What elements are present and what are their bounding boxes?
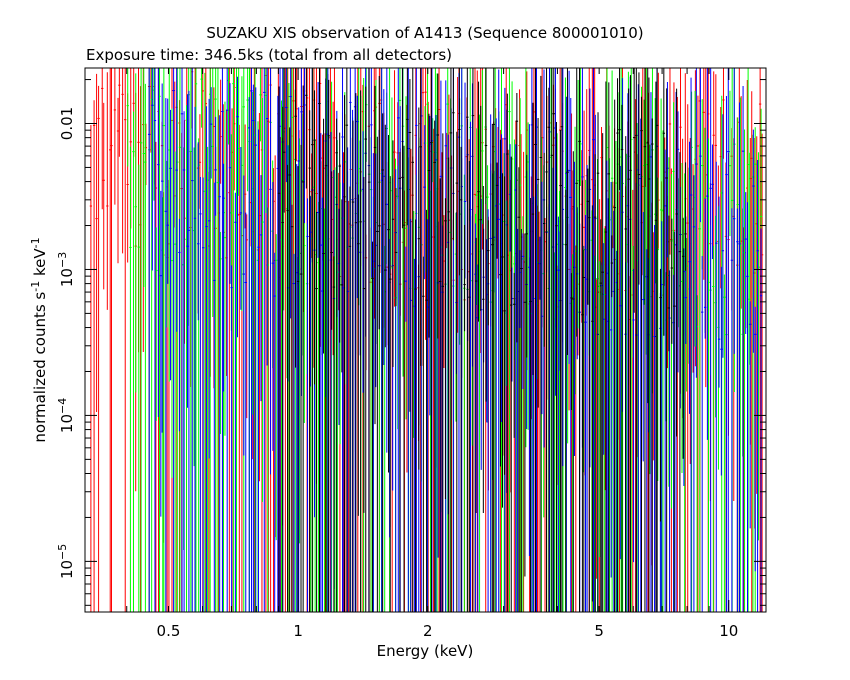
plot-frame xyxy=(84,67,767,613)
y-axis-label-part1: normalized counts s xyxy=(31,292,49,443)
data-layer xyxy=(89,68,764,612)
y-tick-label: 0.01 xyxy=(58,107,76,140)
series-3 xyxy=(277,68,687,612)
x-tick-label: 5 xyxy=(594,622,604,640)
chart-title: SUZAKU XIS observation of A1413 (Sequenc… xyxy=(206,24,643,42)
y-axis-label-part2: keV xyxy=(31,248,49,281)
y-axis-label: normalized counts s-1 keV-1 xyxy=(29,237,49,442)
x-tick-label: 1 xyxy=(293,622,303,640)
chart-subtitle: Exposure time: 346.5ks (total from all d… xyxy=(86,46,452,64)
x-tick-label: 2 xyxy=(423,622,433,640)
y-tick-label: 10−5 xyxy=(56,544,76,579)
x-tick-label: 0.5 xyxy=(157,622,181,640)
axis-layer: 0.5 1 2 5 10 0.01 10−3 10−4 10−5 xyxy=(56,68,766,640)
x-axis-label: Energy (keV) xyxy=(377,642,474,660)
y-axis-label-exp1: -1 xyxy=(29,281,42,292)
x-tick-label: 10 xyxy=(719,622,738,640)
y-tick-label: 10−3 xyxy=(56,252,76,287)
y-tick-label: 10−4 xyxy=(56,398,76,433)
y-axis-label-exp2: -1 xyxy=(29,237,42,248)
